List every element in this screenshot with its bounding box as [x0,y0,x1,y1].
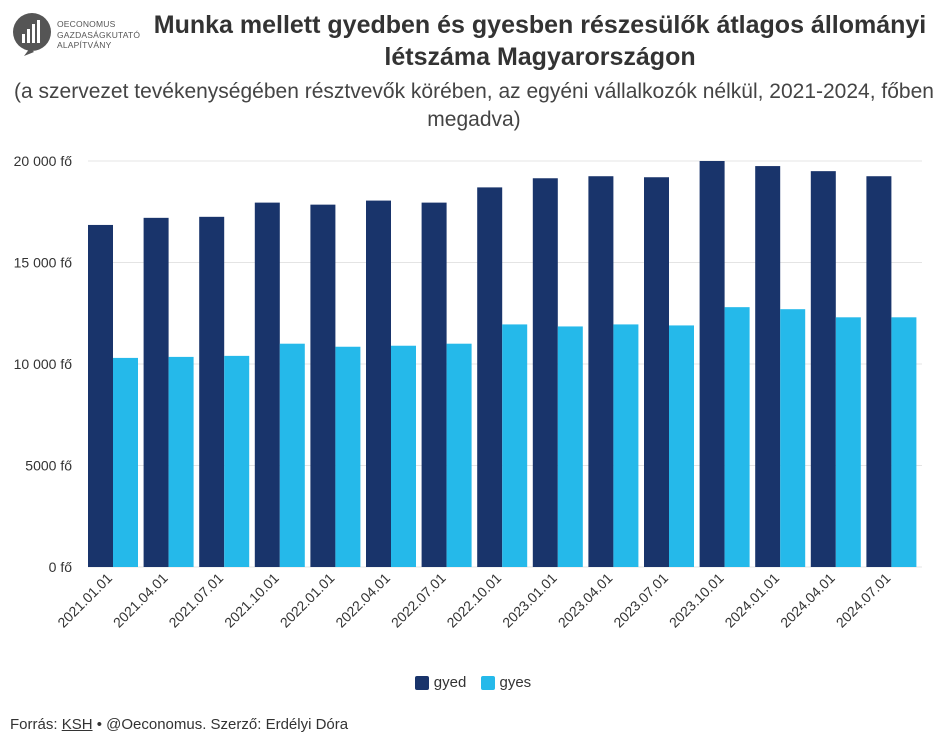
footer-credit: • @Oeconomus. Szerző: Erdélyi Dóra [92,716,349,733]
bar-gyes [891,317,917,567]
bar-gyes [835,317,861,567]
x-tick-label: 2023.01.01 [499,570,560,631]
legend: gyed gyes [0,674,946,694]
bar-gyes [502,324,528,567]
bar-gyed [699,161,725,567]
y-tick-label: 10 000 fő [14,356,73,372]
bar-gyes [279,343,305,567]
bar-gyed [366,200,391,567]
bar-gyed [477,187,503,567]
source-link-ksh[interactable]: KSH [61,716,93,733]
y-tick-label: 5000 fő [25,458,72,474]
bar-gyed [532,178,558,567]
bar-chart: 0 fő 5000 fő 10 000 fő 15 000 fő 20 000 fő 20… [14,153,922,631]
chart-subtitle: (a szervezet tevékenységében résztvevők … [14,80,934,131]
bar-gyed [421,202,447,568]
x-tick-label: 2022.07.01 [388,570,449,631]
bar-gyes [557,326,583,567]
footer-prefix: Forrás: [10,716,62,733]
y-tick-label: 15 000 fő [14,255,73,271]
x-tick-label: 2021.07.01 [165,570,226,631]
bar-gyed [810,171,836,567]
bar-gyes [669,325,694,567]
bar-gyed [866,176,892,567]
bar-gyes [446,343,472,567]
logo-mark-icon [13,13,51,56]
x-tick-label: 2021.01.01 [54,570,115,631]
bar-gyes [613,324,639,567]
bar-gyed [199,216,225,567]
chart-title: Munka mellett gyedben és gyesben részesü… [153,11,927,71]
x-tick-label: 2021.04.01 [110,570,171,631]
x-tick-label: 2022.01.01 [277,570,338,631]
legend-label-gyed: gyed [433,674,467,691]
x-tick-label: 2022.04.01 [332,570,393,631]
y-tick-label: 20 000 fő [14,153,73,169]
bar-gyed [88,224,113,567]
logo-text: OECONOMUS GAZDASÁGKUTATÓ ALAPÍTVÁNY [57,19,141,50]
y-tick-label: 0 fő [49,559,73,575]
bar-gyes [224,355,250,567]
bar-gyes [335,346,361,567]
x-tick-label: 2024.01.01 [721,570,782,631]
x-tick-label: 2023.04.01 [555,570,616,631]
x-tick-label: 2022.10.01 [443,570,504,631]
legend-swatch-gyes [480,675,495,690]
bar-gyed [755,166,781,567]
legend-swatch-gyed [414,675,429,690]
x-tick-label: 2023.07.01 [610,570,671,631]
legend-label-gyes: gyes [499,674,532,691]
x-tick-label: 2023.10.01 [666,570,727,631]
oeconomus-logo: OECONOMUS GAZDASÁGKUTATÓ ALAPÍTVÁNY [10,8,160,64]
bar-gyed [310,204,336,567]
bar-gyed [143,217,169,567]
legend-item-gyes[interactable]: gyes [480,674,532,691]
bar-gyes [724,307,750,567]
bar-gyes [391,345,416,567]
bar-gyed [644,177,669,568]
bar-gyed [254,202,280,568]
bar-gyes [780,309,806,567]
bar-gyes [168,356,194,567]
x-tick-label: 2021.10.01 [221,570,282,631]
x-tick-label: 2024.04.01 [777,570,838,631]
source-footer: Forrás: KSH • @Oeconomus. Szerző: Erdély… [10,716,348,733]
bar-gyed [588,176,614,567]
x-tick-label: 2024.07.01 [833,570,894,631]
bar-gyes [113,357,138,567]
legend-item-gyed[interactable]: gyed [414,674,467,691]
